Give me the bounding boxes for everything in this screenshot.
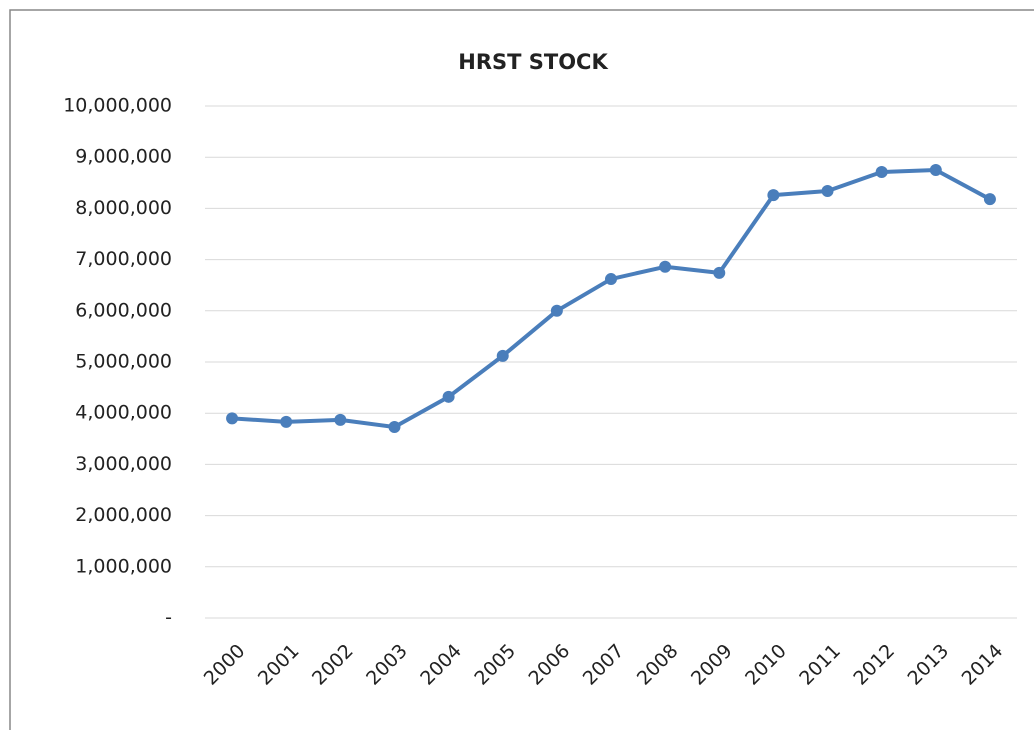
data-point: [821, 184, 834, 197]
data-point: [659, 260, 672, 273]
data-point: [713, 266, 726, 279]
y-tick-label: 4,000,000: [75, 402, 172, 424]
data-point: [226, 412, 239, 425]
chart-frame: [9, 9, 1034, 734]
y-tick-label: 9,000,000: [75, 146, 172, 168]
y-tick-label: 3,000,000: [75, 453, 172, 475]
data-point: [334, 413, 347, 426]
y-tick-label: 10,000,000: [63, 95, 172, 117]
chart-title: HRST STOCK: [458, 50, 608, 74]
y-tick-label: 2,000,000: [75, 504, 172, 526]
data-point: [388, 421, 401, 434]
y-tick-label: 5,000,000: [75, 351, 172, 373]
data-point: [929, 164, 942, 176]
data-point: [605, 273, 617, 286]
data-point: [496, 349, 509, 362]
data-point: [280, 415, 293, 428]
y-tick-label: 1,000,000: [75, 555, 172, 577]
data-point: [442, 390, 455, 403]
y-tick-label: 8,000,000: [75, 197, 172, 219]
data-point: [983, 193, 996, 206]
data-point: [767, 189, 780, 202]
y-tick-label: 7,000,000: [75, 248, 172, 270]
y-tick-label: 6,000,000: [75, 299, 172, 321]
data-point: [550, 304, 563, 317]
data-point: [875, 166, 888, 179]
y-tick-label: -: [165, 607, 172, 629]
